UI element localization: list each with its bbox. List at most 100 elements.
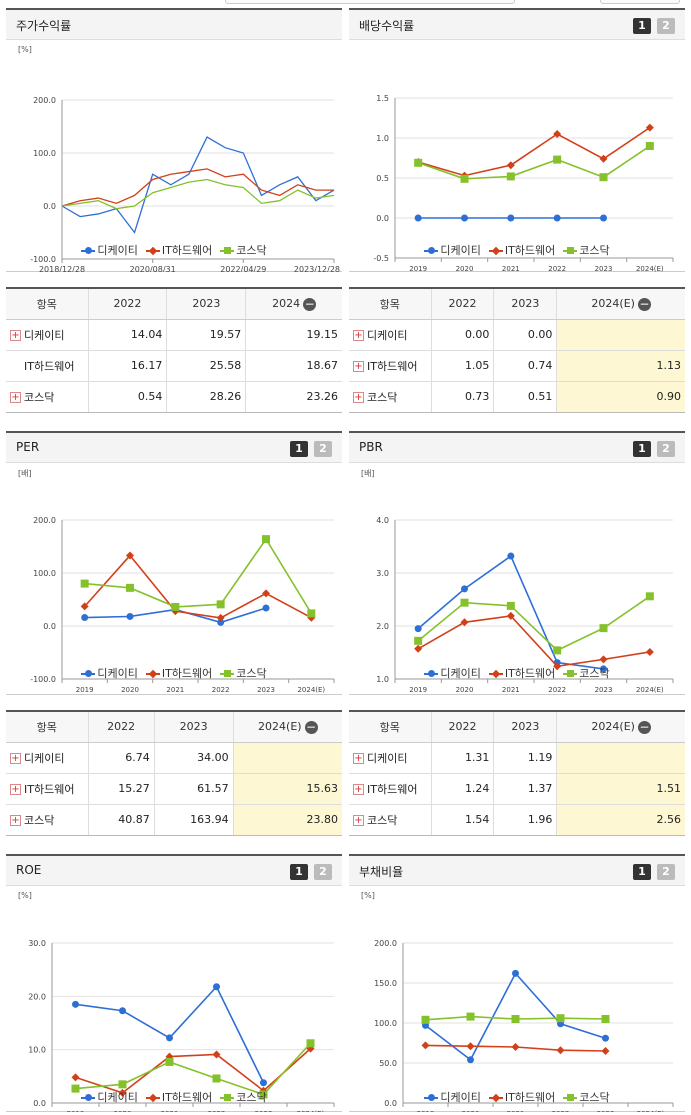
legend-item[interactable]: 코스닥 (220, 244, 267, 257)
legend-item[interactable]: 디케이티 (81, 667, 138, 680)
table-cell: 16.17 (87, 350, 167, 382)
chart-legend: 디케이티 IT하드웨어 코스닥 (6, 242, 342, 258)
data-point (461, 585, 468, 593)
expand-icon[interactable]: + (10, 753, 21, 764)
collapse-icon[interactable]: − (303, 296, 317, 311)
legend-item[interactable]: 코스닥 (220, 667, 267, 680)
expand-icon[interactable]: + (10, 815, 21, 826)
column-header: 2023 (493, 710, 557, 743)
legend-item[interactable]: 디케이티 (424, 244, 481, 257)
y-tick-label: 200.0 (33, 516, 56, 525)
y-tick-label: 3.0 (376, 569, 389, 578)
y-tick-label: 50.0 (379, 1059, 397, 1068)
panel-title: PBR (359, 440, 383, 454)
page-2-button[interactable]: 2 (314, 441, 332, 457)
page-1-button[interactable]: 1 (633, 864, 651, 880)
data-point (461, 214, 468, 222)
page-1-button[interactable]: 1 (290, 441, 308, 457)
table-cell (232, 742, 342, 774)
column-header: 항목 (349, 287, 431, 320)
column-header-label: 2022 (448, 720, 477, 734)
legend-label: 코스닥 (579, 667, 610, 680)
x-tick-label: 2022 (208, 1110, 226, 1112)
table-cell (556, 742, 685, 774)
legend-label: 디케이티 (97, 1091, 138, 1104)
table-cell: 15.63 (232, 773, 342, 805)
table-cell: 19.15 (245, 319, 342, 351)
expand-icon[interactable]: + (353, 784, 364, 795)
expand-icon[interactable]: + (353, 330, 364, 341)
row-label-cell: + 디케이티 (349, 319, 431, 351)
table-row: IT하드웨어 16.17 25.58 18.67 (6, 350, 342, 382)
legend-swatch-icon (81, 1094, 96, 1101)
page-1-button[interactable]: 1 (633, 441, 651, 457)
y-tick-label: 20.0 (28, 992, 46, 1001)
row-label: IT하드웨어 (24, 782, 75, 796)
legend-label: 코스닥 (236, 667, 267, 680)
page-2-button[interactable]: 2 (657, 441, 675, 457)
x-tick-label: 2023 (597, 1110, 615, 1112)
expand-icon[interactable]: + (353, 815, 364, 826)
legend-item[interactable]: 디케이티 (424, 1091, 481, 1104)
x-tick-label: 2024(E) (636, 686, 664, 694)
legend-item[interactable]: IT하드웨어 (488, 244, 556, 257)
table-cell: 0.51 (493, 381, 557, 413)
legend-item[interactable]: 디케이티 (424, 667, 481, 680)
legend-item[interactable]: IT하드웨어 (145, 667, 212, 680)
x-tick-label: 2020 (462, 1110, 480, 1112)
data-point (599, 624, 608, 633)
expand-icon[interactable]: + (353, 392, 364, 403)
expand-icon[interactable]: + (353, 361, 364, 372)
page-2-button[interactable]: 2 (657, 864, 675, 880)
legend-item[interactable]: IT하드웨어 (488, 667, 555, 680)
expand-icon[interactable]: + (10, 392, 21, 403)
collapse-icon[interactable]: − (304, 719, 318, 734)
collapse-icon[interactable]: − (637, 296, 651, 311)
legend-item[interactable]: 디케이티 (81, 1091, 138, 1104)
data-point (306, 1039, 315, 1048)
y-tick-label: 4.0 (376, 516, 389, 525)
page-1-button[interactable]: 1 (633, 18, 651, 34)
row-label: IT하드웨어 (367, 782, 418, 796)
legend-label: IT하드웨어 (504, 244, 556, 257)
column-header-label: 2022 (448, 297, 477, 311)
page-1-button[interactable]: 1 (290, 864, 308, 880)
x-tick-label: 2024(E) (637, 1110, 665, 1112)
legend-item[interactable]: 코스닥 (220, 1091, 267, 1104)
expand-icon[interactable]: + (10, 784, 21, 795)
legend-item[interactable]: 코스닥 (563, 244, 610, 257)
data-point (307, 613, 316, 622)
data-point (601, 1015, 610, 1023)
data-point (645, 123, 654, 132)
y-tick-label: 1.5 (376, 94, 389, 103)
table-row: + IT하드웨어 15.27 61.57 15.63 (6, 773, 342, 805)
x-tick-label: 2022 (552, 1110, 570, 1112)
data-point (414, 644, 423, 653)
data-point (421, 1041, 430, 1050)
legend-item[interactable]: IT하드웨어 (488, 1091, 555, 1104)
legend-item[interactable]: 디케이티 (81, 244, 138, 257)
y-tick-label: -0.5 (373, 254, 389, 263)
column-header-label: 2024(E) (591, 297, 635, 310)
column-header: 2022 (430, 287, 494, 320)
legend-item[interactable]: 코스닥 (563, 667, 610, 680)
page-2-button[interactable]: 2 (657, 18, 675, 34)
legend-swatch-icon (145, 669, 160, 679)
column-header-label: 항목 (36, 297, 57, 311)
legend-label: 코스닥 (236, 1091, 267, 1104)
expand-icon[interactable]: + (10, 330, 21, 341)
page-2-button[interactable]: 2 (314, 864, 332, 880)
legend-item[interactable]: IT하드웨어 (145, 244, 213, 257)
table-header-row: 항목 2022 2023 2024(E) − (349, 287, 685, 320)
legend-label: IT하드웨어 (161, 244, 213, 257)
data-point (118, 1088, 127, 1097)
table-cell: 1.54 (430, 804, 494, 836)
data-point (414, 625, 422, 633)
legend-item[interactable]: IT하드웨어 (145, 1091, 212, 1104)
legend-item[interactable]: 코스닥 (563, 1091, 610, 1104)
row-label: 코스닥 (24, 390, 55, 404)
data-point (126, 583, 134, 592)
stock-return-table-panel: 항목 2022 2023 2024− + 디케이티 14.04 19.57 19.15 IT하드웨… (6, 287, 342, 413)
expand-icon[interactable]: + (353, 753, 364, 764)
collapse-icon[interactable]: − (637, 719, 651, 734)
